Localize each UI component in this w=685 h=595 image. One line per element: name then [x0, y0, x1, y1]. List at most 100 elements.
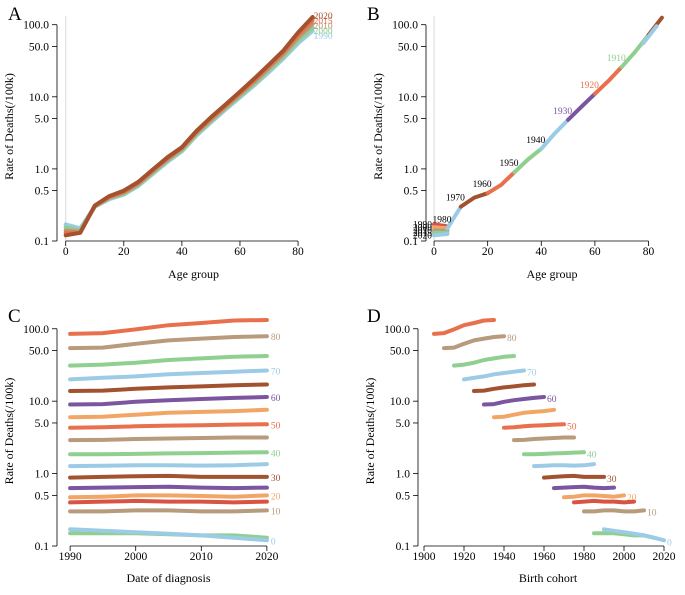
y-axis-title: Rate of Deaths(/100k): [2, 378, 16, 485]
x-tick-label: 80: [643, 246, 655, 258]
y-tick-label: 50.0: [398, 41, 418, 53]
y-axis-title: Rate of Deaths(/100k): [2, 73, 16, 180]
series-line-1920: [592, 64, 624, 96]
y-tick-label: 1.0: [35, 164, 50, 176]
y-tick-label: 100.0: [392, 20, 418, 32]
x-tick-label: 1900: [413, 551, 436, 563]
x-axis: 0 20 40 60 80 Age group: [63, 240, 304, 281]
series-label-2020: 2020: [413, 231, 432, 241]
x-tick-label: 1960: [533, 551, 556, 563]
x-tick-label: 20: [482, 246, 494, 258]
series-label-2000: 2000: [413, 223, 432, 233]
series-line-60: [482, 395, 546, 407]
x-tick-label: 40: [176, 246, 188, 258]
panel-label-d: D: [367, 306, 381, 327]
series-line-85: [432, 318, 496, 336]
y-tick-label: 10.0: [390, 396, 410, 408]
x-tick-label: 1990: [59, 551, 82, 563]
series-line-65: [472, 382, 536, 393]
series-line-30: [542, 473, 606, 480]
x-tick-label: 0: [63, 246, 69, 258]
y-tick-label: 0.1: [396, 541, 411, 553]
y-tick-label: 10.0: [29, 92, 49, 104]
series-label-20: 20: [271, 492, 281, 502]
y-axis: 0.1 0.5 1.0 5.0 10.0 50.0 100.0 Rate of Deaths(…: [2, 324, 58, 553]
series-line-0: [602, 527, 666, 543]
series-label-30: 30: [271, 474, 281, 484]
y-tick-label: 5.0: [35, 418, 50, 430]
y-tick-label: 5.0: [35, 114, 50, 126]
series-line-55: [492, 407, 556, 420]
y-tick-label: 100.0: [23, 20, 49, 32]
series-line-55: [68, 407, 269, 420]
series-line-40: [522, 450, 586, 457]
series-line-1980: [445, 204, 463, 231]
x-tick-label: 2000: [124, 551, 147, 563]
series-line-15: [68, 498, 269, 505]
series-line-80: [442, 334, 506, 351]
series-label-1920: 1920: [580, 81, 599, 91]
series-label-40: 40: [587, 450, 597, 460]
y-tick-label: 5.0: [396, 418, 411, 430]
y-tick-label: 0.1: [35, 236, 50, 248]
series-label-80: 80: [271, 333, 281, 343]
y-tick-label: 1.0: [396, 469, 411, 481]
panel-c: C 0.1 0.5 1.0 5.0 10.0 50.0 100.0 Rate of Deaths…: [2, 306, 281, 585]
panel-b: B 0.1 0.5 1.0 5.0 10.0 50.0 100.0 Rate of Deaths…: [367, 4, 664, 281]
x-tick-label: 1980: [573, 551, 596, 563]
series-label-1960: 1960: [473, 180, 492, 190]
series-line-1905: [641, 24, 659, 46]
y-tick-label: 50.0: [390, 346, 410, 358]
series-label-70: 70: [271, 368, 281, 378]
series-label-10: 10: [271, 507, 281, 517]
series-label-1910: 1910: [607, 54, 626, 64]
x-axis: 0 20 40 60 80 Age group: [431, 240, 655, 281]
y-axis-title: Rate of Deaths(/100k): [371, 73, 385, 180]
series-line-10: [68, 508, 269, 514]
y-tick-label: 100.0: [23, 324, 49, 336]
series-label-2010: 2010: [314, 22, 333, 32]
series-label-60: 60: [547, 395, 557, 405]
x-axis-title: Birth cohort: [519, 571, 578, 585]
series-label-1990: 1990: [413, 220, 432, 230]
series-line-20: [562, 493, 626, 500]
series-label-1980: 1980: [432, 215, 451, 225]
x-tick-label: 2020: [653, 551, 676, 563]
series-group: 80 70 60 50 40 30 20 10 0: [68, 318, 281, 547]
series-line-2020: [432, 232, 450, 238]
series-line-75: [452, 354, 516, 368]
series-line-45: [512, 435, 576, 443]
series-line-30: [68, 473, 269, 480]
series-label-2000: 2000: [314, 27, 333, 37]
y-tick-label: 50.0: [29, 41, 49, 53]
series-line-35: [68, 462, 269, 469]
series-line-40: [68, 450, 269, 457]
series-line-1960: [485, 170, 517, 196]
series-label-10: 10: [647, 508, 657, 518]
series-line-20: [68, 493, 269, 500]
y-axis: 0.1 0.5 1.0 5.0 10.0 50.0 100.0 Rate of Deaths(…: [371, 20, 427, 248]
series-line-35: [532, 462, 596, 469]
x-tick-label: 60: [234, 246, 246, 258]
series-line-1970: [458, 191, 490, 209]
y-tick-label: 0.1: [404, 236, 419, 248]
x-tick-label: 1940: [493, 551, 516, 563]
series-label-30: 30: [607, 475, 617, 485]
series-line-70: [68, 368, 269, 382]
y-tick-label: 10.0: [29, 396, 49, 408]
x-tick-label: 20: [118, 246, 130, 258]
y-tick-label: 100.0: [384, 324, 410, 336]
panel-label-c: C: [8, 306, 21, 327]
series-label-2015: 2015: [314, 17, 333, 27]
x-axis: 1900 1920 1940 1960 1980 2000 2020 Birth cohort: [413, 545, 676, 585]
y-tick-label: 0.1: [35, 541, 50, 553]
y-tick-label: 0.5: [35, 490, 50, 502]
y-tick-label: 1.0: [404, 164, 419, 176]
series-line-1940: [539, 117, 571, 151]
panel-d: D 0.1 0.5 1.0 5.0 10.0 50.0 100.0 Rate of Deaths…: [363, 306, 676, 585]
y-tick-label: 5.0: [404, 114, 419, 126]
series-label-80: 80: [507, 334, 517, 344]
